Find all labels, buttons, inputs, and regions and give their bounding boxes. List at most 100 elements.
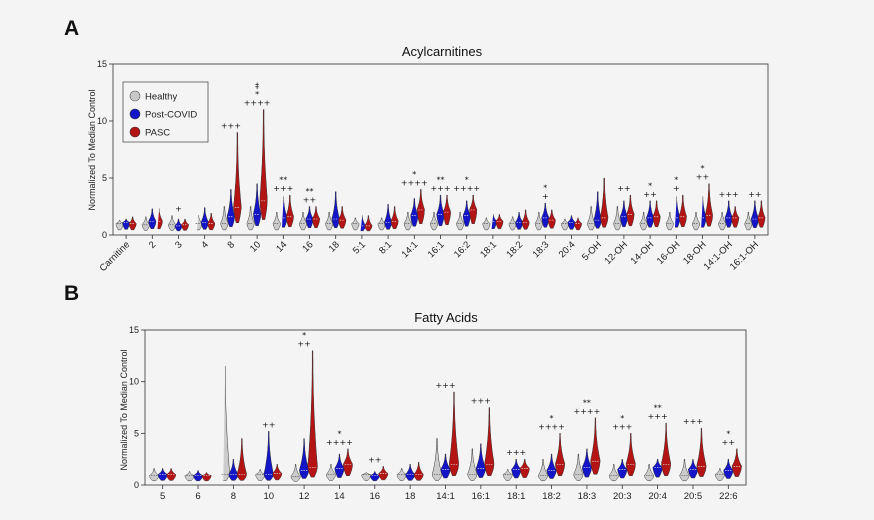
annotation-b-14-0: * xyxy=(337,429,341,438)
violin-b-20-5-post-covid xyxy=(687,458,699,479)
x-tick-label-b-5: 5 xyxy=(160,491,165,502)
x-tick-label-a-12-oh: 12-OH xyxy=(602,239,630,267)
annotation-a-16-0: ** xyxy=(306,187,314,196)
annotation-b-14-1: ++++ xyxy=(326,438,353,447)
violin-a-18-oh-pasc xyxy=(705,183,713,227)
y-tick-label-b-0: 0 xyxy=(134,480,139,490)
violin-a-carnitine-post-covid xyxy=(122,218,130,230)
violin-a-14-1-oh-healthy xyxy=(718,211,727,231)
violin-a-16-1-healthy xyxy=(430,211,438,231)
annotation-a-16-2-0: * xyxy=(465,176,469,185)
x-tick-label-a-16-1: 16:1 xyxy=(426,239,447,260)
annotation-a-14-1: +++ xyxy=(273,184,293,193)
x-tick-label-a-14: 14 xyxy=(274,239,289,254)
annotation-a-16-1-oh-0: ++ xyxy=(748,190,761,199)
violin-b-18-3-pasc xyxy=(590,417,601,475)
violin-b-12-post-covid xyxy=(299,438,310,479)
panel-letter-b: B xyxy=(64,282,79,305)
annotation-b-14-1-0: +++ xyxy=(435,381,455,390)
annotation-a-14-oh-0: * xyxy=(648,181,652,190)
violin-a-18-oh-post-covid xyxy=(701,196,707,228)
violin-a-16-2-healthy xyxy=(456,211,465,231)
x-tick-label-a-4: 4 xyxy=(199,239,211,251)
annotation-b-18-3-1: ++++ xyxy=(574,407,601,416)
violin-a-4-pasc xyxy=(207,213,216,231)
violin-a-18-post-covid xyxy=(331,191,340,229)
violin-a-5-oh-healthy xyxy=(587,206,596,231)
violin-a-12-oh-healthy xyxy=(613,206,622,231)
violin-a-14-1-healthy xyxy=(403,211,412,231)
annotation-a-16-1-1: +++ xyxy=(430,184,450,193)
violin-b-20-4-healthy xyxy=(644,464,654,482)
x-tick-label-a-18-1: 18:1 xyxy=(478,239,499,260)
violin-a-16-2-pasc xyxy=(469,194,478,224)
violin-a-8-1-post-covid xyxy=(384,203,393,230)
annotation-a-10-1: * xyxy=(255,90,259,99)
violin-a-16-2-post-covid xyxy=(462,200,471,227)
violin-b-10-post-covid xyxy=(263,431,274,481)
violin-a-10-post-covid xyxy=(253,183,262,227)
legend-marker-pasc xyxy=(129,126,141,138)
annotation-a-16-1: ++ xyxy=(303,196,316,205)
violin-b-20-4-post-covid xyxy=(652,458,663,478)
violin-b-16-1-pasc xyxy=(484,407,495,476)
x-tick-label-b-16-1: 16:1 xyxy=(472,491,491,502)
violin-a-16-healthy xyxy=(299,211,307,231)
legend-label-post-covid: Post-COVID xyxy=(145,110,197,121)
chart-title-acylcarnitines: Acylcarnitines xyxy=(402,44,483,59)
violin-a-14-1-pasc xyxy=(416,189,425,224)
violin-b-14-1-post-covid xyxy=(440,453,451,479)
violin-b-16-healthy xyxy=(361,472,372,481)
violin-a-18-3-healthy xyxy=(534,211,543,231)
violin-a-2-healthy xyxy=(141,216,150,231)
violin-b-20-5-healthy xyxy=(679,458,690,482)
x-tick-label-a-5-1: 5:1 xyxy=(351,239,368,256)
x-tick-label-a-5-oh: 5-OH xyxy=(580,239,604,263)
x-tick-label-a-carnitine: Carnitine xyxy=(98,239,133,274)
x-tick-label-b-20-4: 20:4 xyxy=(648,491,667,502)
violin-a-18-pasc xyxy=(338,206,347,229)
annotation-b-18-3-0: ** xyxy=(583,398,591,407)
annotation-a-16-oh-1: + xyxy=(673,184,680,193)
violin-a-18-3-pasc xyxy=(547,209,556,229)
y-axis-label-b: Normalized To Median Control xyxy=(119,350,129,471)
y-tick-label-a-10: 10 xyxy=(97,116,107,126)
annotation-a-16-oh-0: * xyxy=(674,176,678,185)
violin-a-20-4-healthy xyxy=(560,218,570,231)
violin-a-8-healthy xyxy=(220,206,229,231)
violin-b-14-pasc xyxy=(343,448,353,476)
annotation-a-18-3-1: + xyxy=(542,192,549,201)
violin-a-18-2-pasc xyxy=(521,209,530,230)
violin-b-16-1-post-covid xyxy=(475,443,486,478)
x-tick-label-b-8: 8 xyxy=(231,491,236,502)
chart-title-fatty-acids: Fatty Acids xyxy=(414,310,478,325)
violin-a-16-pasc xyxy=(311,206,321,229)
annotation-b-22-6-1: ++ xyxy=(722,438,735,447)
x-tick-label-b-6: 6 xyxy=(195,491,200,502)
annotation-a-16-1-0: ** xyxy=(437,176,445,185)
violin-b-12-pasc xyxy=(307,350,318,478)
y-axis-label-a: Normalized To Median Control xyxy=(87,90,97,211)
violin-b-12-healthy xyxy=(290,464,301,482)
annotation-a-14-1-oh-0: +++ xyxy=(719,190,739,199)
violin-a-14-1-post-covid xyxy=(410,198,419,227)
x-tick-label-a-8-1: 8:1 xyxy=(377,239,394,256)
annotation-b-20-4-0: ** xyxy=(654,404,662,413)
x-tick-label-a-2: 2 xyxy=(147,239,159,251)
annotation-a-18-3-0: * xyxy=(543,184,547,193)
annotation-a-14-1-0: * xyxy=(412,170,416,179)
x-tick-label-b-14: 14 xyxy=(334,491,345,502)
annotation-b-18-2-0: * xyxy=(550,414,554,423)
violin-b-20-3-healthy xyxy=(608,464,619,482)
x-tick-label-a-18: 18 xyxy=(327,239,342,254)
x-tick-label-a-16-1-oh: 16:1-OH xyxy=(728,239,761,272)
y-tick-label-a-0: 0 xyxy=(102,230,107,240)
annotation-a-14-0: ** xyxy=(279,176,287,185)
violin-a-18-oh-healthy xyxy=(692,211,700,231)
violin-a-5-oh-pasc xyxy=(600,177,609,228)
legend-marker-post-covid xyxy=(129,108,141,120)
violin-b-18-3-healthy xyxy=(573,453,584,481)
x-tick-label-b-18: 18 xyxy=(405,491,416,502)
